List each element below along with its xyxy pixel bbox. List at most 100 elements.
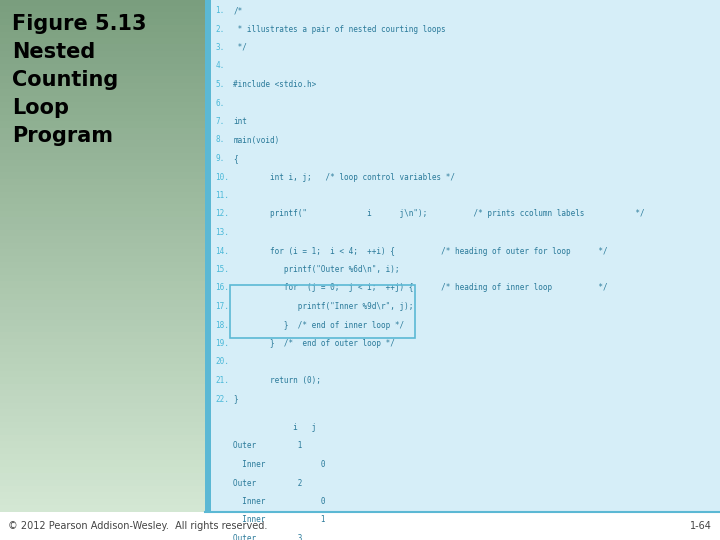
Bar <box>0 460 205 467</box>
Text: #include <stdio.h>: #include <stdio.h> <box>233 80 317 89</box>
Bar <box>0 31 205 38</box>
Bar <box>0 358 205 365</box>
Text: 3.: 3. <box>215 43 225 52</box>
Bar <box>0 211 205 218</box>
Bar <box>0 109 205 115</box>
Text: 10.: 10. <box>215 172 229 181</box>
Bar <box>0 19 205 25</box>
Bar <box>0 51 205 58</box>
Bar <box>0 364 205 371</box>
Text: i   j: i j <box>233 423 317 432</box>
Bar <box>0 140 205 147</box>
Text: Outer         1: Outer 1 <box>233 442 302 450</box>
Bar <box>0 480 205 487</box>
Text: Nested: Nested <box>12 42 95 62</box>
Text: 7.: 7. <box>215 117 225 126</box>
Bar <box>0 159 205 166</box>
Bar <box>0 428 205 435</box>
Bar <box>0 403 205 410</box>
Text: 19.: 19. <box>215 339 229 348</box>
Text: * illustrates a pair of nested courting loops: * illustrates a pair of nested courting … <box>233 24 446 33</box>
Bar <box>0 377 205 384</box>
Bar <box>0 255 205 262</box>
Bar <box>0 96 205 103</box>
Bar <box>0 38 205 45</box>
Bar <box>0 300 205 307</box>
Bar <box>0 473 205 480</box>
Text: {: { <box>233 154 238 163</box>
Bar <box>0 134 205 141</box>
Bar <box>0 326 205 333</box>
Bar <box>0 242 205 249</box>
Bar <box>0 192 205 198</box>
Text: for  (j = 0;  j < i;  ++j) {      /* heading of inner loop          */: for (j = 0; j < i; ++j) { /* heading of … <box>233 284 608 293</box>
Text: printf("             i      j\n");          /* prints ccolumn labels           *: printf(" i j\n"); /* prints ccolumn labe… <box>233 210 645 219</box>
Bar <box>0 390 205 397</box>
Text: Inner            1: Inner 1 <box>233 516 325 524</box>
Bar <box>0 307 205 314</box>
Bar <box>230 285 415 338</box>
Bar <box>0 198 205 205</box>
Text: 12.: 12. <box>215 210 229 219</box>
Bar <box>0 147 205 153</box>
Text: 2.: 2. <box>215 24 225 33</box>
Text: }: } <box>233 395 238 403</box>
Bar <box>0 179 205 186</box>
Text: main(void): main(void) <box>233 136 279 145</box>
Text: */: */ <box>233 43 247 52</box>
Bar <box>0 345 205 352</box>
Bar <box>0 6 205 13</box>
Bar <box>0 339 205 346</box>
Bar <box>0 204 205 211</box>
Text: }  /*  end of outer loop */: } /* end of outer loop */ <box>233 339 395 348</box>
Text: printf("Outer %6d\n", i);: printf("Outer %6d\n", i); <box>233 265 400 274</box>
Bar <box>0 230 205 237</box>
Text: Inner            0: Inner 0 <box>233 497 325 506</box>
Text: return (0);: return (0); <box>233 376 321 385</box>
Bar <box>0 153 205 160</box>
Bar <box>0 70 205 77</box>
Text: int i, j;   /* loop control variables */: int i, j; /* loop control variables */ <box>233 172 455 181</box>
Bar <box>0 172 205 179</box>
Bar <box>0 370 205 377</box>
Bar <box>0 492 205 499</box>
Text: 20.: 20. <box>215 357 229 367</box>
Text: Program: Program <box>12 126 113 146</box>
Bar <box>0 448 205 454</box>
Bar <box>0 262 205 269</box>
Text: 22.: 22. <box>215 395 229 403</box>
Bar <box>0 217 205 224</box>
Bar <box>0 44 205 51</box>
Bar <box>0 127 205 134</box>
Text: 15.: 15. <box>215 265 229 274</box>
Bar <box>0 121 205 128</box>
Text: 18.: 18. <box>215 321 229 329</box>
Bar <box>0 441 205 448</box>
Bar <box>0 114 205 122</box>
Bar <box>0 57 205 64</box>
Bar <box>0 64 205 70</box>
Text: Outer         3: Outer 3 <box>233 534 302 540</box>
Text: 17.: 17. <box>215 302 229 311</box>
Text: Inner            0: Inner 0 <box>233 460 325 469</box>
Bar <box>0 0 205 6</box>
Bar <box>0 313 205 320</box>
Bar <box>0 268 205 275</box>
Text: 21.: 21. <box>215 376 229 385</box>
Bar <box>0 76 205 83</box>
Text: 14.: 14. <box>215 246 229 255</box>
Bar <box>0 415 205 422</box>
Bar <box>205 0 720 512</box>
Bar <box>0 505 205 512</box>
Bar <box>0 287 205 294</box>
Bar <box>0 294 205 301</box>
Bar <box>0 422 205 429</box>
Text: Outer         2: Outer 2 <box>233 478 302 488</box>
Text: Loop: Loop <box>12 98 69 118</box>
Bar <box>0 499 205 505</box>
Text: 13.: 13. <box>215 228 229 237</box>
Text: int: int <box>233 117 247 126</box>
Bar <box>0 467 205 474</box>
Bar <box>0 396 205 403</box>
Bar <box>0 89 205 96</box>
